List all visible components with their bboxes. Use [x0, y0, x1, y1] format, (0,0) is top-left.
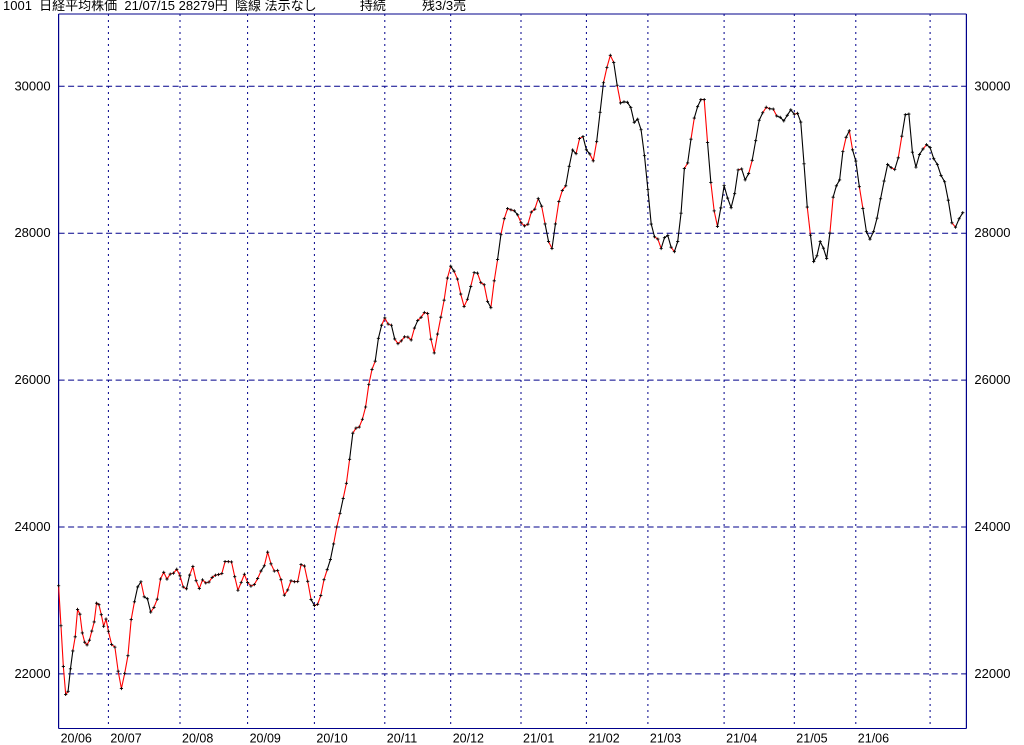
svg-text:20/12: 20/12	[453, 732, 484, 745]
svg-text:26000: 26000	[974, 372, 1010, 387]
svg-text:24000: 24000	[14, 519, 50, 534]
svg-text:24000: 24000	[974, 519, 1010, 534]
svg-text:20/07: 20/07	[110, 732, 141, 745]
svg-text:20/09: 20/09	[250, 732, 281, 745]
svg-text:30000: 30000	[14, 78, 50, 93]
svg-text:20/11: 20/11	[387, 732, 417, 745]
svg-text:22000: 22000	[974, 666, 1010, 681]
svg-text:21/01: 21/01	[523, 732, 554, 745]
svg-text:30000: 30000	[974, 78, 1010, 93]
svg-text:28000: 28000	[14, 225, 50, 240]
svg-text:21/05: 21/05	[796, 732, 827, 745]
svg-text:20/06: 20/06	[61, 732, 92, 745]
svg-text:28000: 28000	[974, 225, 1010, 240]
svg-text:21/04: 21/04	[726, 732, 757, 745]
svg-text:22000: 22000	[14, 666, 50, 681]
svg-text:26000: 26000	[14, 372, 50, 387]
svg-text:21/06: 21/06	[858, 732, 889, 745]
svg-text:21/03: 21/03	[650, 732, 681, 745]
svg-text:20/08: 20/08	[182, 732, 213, 745]
svg-text:21/02: 21/02	[588, 732, 619, 745]
svg-text:20/10: 20/10	[316, 732, 347, 745]
